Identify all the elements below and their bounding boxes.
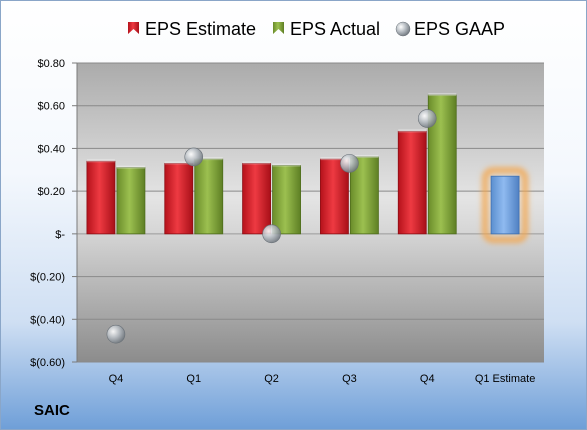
estimate-bar-top bbox=[242, 161, 271, 165]
actual-bar-top bbox=[116, 165, 145, 169]
actual-bar bbox=[194, 158, 224, 235]
y-tick-label: $(0.60) bbox=[30, 357, 65, 369]
x-axis: Q4 Q1 Q2 Q3 Q4 Q1 Estimate bbox=[109, 373, 536, 385]
gaap-marker bbox=[340, 154, 359, 173]
actual-bar-top bbox=[194, 157, 223, 161]
x-tick-label: Q4 bbox=[109, 373, 124, 385]
estimate-bar bbox=[320, 158, 349, 235]
y-axis: $0.80 $0.60 $0.40 $0.20 $- $(0.20) $(0.40) $(0.… bbox=[30, 58, 78, 369]
gaap-marker bbox=[106, 324, 126, 344]
gaap-marker bbox=[184, 147, 204, 167]
actual-bar bbox=[272, 165, 301, 235]
estimate-bar bbox=[242, 162, 271, 235]
legend-label: EPS Estimate bbox=[145, 19, 256, 39]
x-tick-label: Q4 bbox=[420, 373, 435, 385]
estimate-bar-top bbox=[320, 157, 349, 161]
plot-area bbox=[77, 63, 544, 362]
y-tick-label: $0.20 bbox=[37, 186, 65, 198]
estimate-bar bbox=[397, 130, 427, 235]
y-tick-label: $0.80 bbox=[37, 58, 65, 70]
estimate-bar bbox=[86, 160, 116, 235]
gridlines bbox=[77, 62, 544, 363]
next-estimate-glow bbox=[482, 167, 529, 243]
y-tick-label: $- bbox=[55, 229, 65, 241]
plot-background bbox=[77, 63, 544, 362]
x-tick-label: Q1 Estimate bbox=[475, 373, 536, 385]
estimate-bar-top bbox=[86, 159, 115, 163]
gaap-marker bbox=[417, 109, 437, 128]
actual-bar-top bbox=[350, 154, 379, 158]
gaap-marker bbox=[262, 224, 281, 244]
legend-swatch-actual bbox=[273, 22, 284, 34]
y-tick-label: $(0.40) bbox=[30, 314, 65, 326]
next-estimate-bar bbox=[490, 175, 520, 235]
legend: EPS Estimate EPS Actual EPS GAAP bbox=[128, 19, 505, 39]
y-tick-label: $0.60 bbox=[37, 101, 65, 113]
y-tick-label: $0.40 bbox=[37, 143, 65, 155]
bars bbox=[86, 93, 529, 243]
gaap-markers bbox=[106, 109, 437, 344]
x-tick-label: Q3 bbox=[342, 373, 357, 385]
estimate-bar bbox=[164, 162, 194, 235]
y-tick-label: $(0.20) bbox=[30, 272, 65, 284]
actual-bar bbox=[116, 167, 146, 235]
company-label: SAIC bbox=[34, 402, 70, 419]
legend-label: EPS Actual bbox=[290, 19, 380, 39]
x-tick-label: Q2 bbox=[264, 373, 279, 385]
x-tick-label: Q1 bbox=[186, 373, 201, 385]
legend-swatch-estimate bbox=[128, 22, 139, 34]
actual-bar-top bbox=[428, 93, 457, 97]
estimate-bar-top bbox=[398, 129, 427, 133]
legend-label: EPS GAAP bbox=[414, 19, 505, 39]
estimate-bar-top bbox=[164, 161, 193, 165]
actual-bar-top bbox=[272, 163, 301, 167]
legend-swatch-gaap bbox=[395, 21, 411, 37]
